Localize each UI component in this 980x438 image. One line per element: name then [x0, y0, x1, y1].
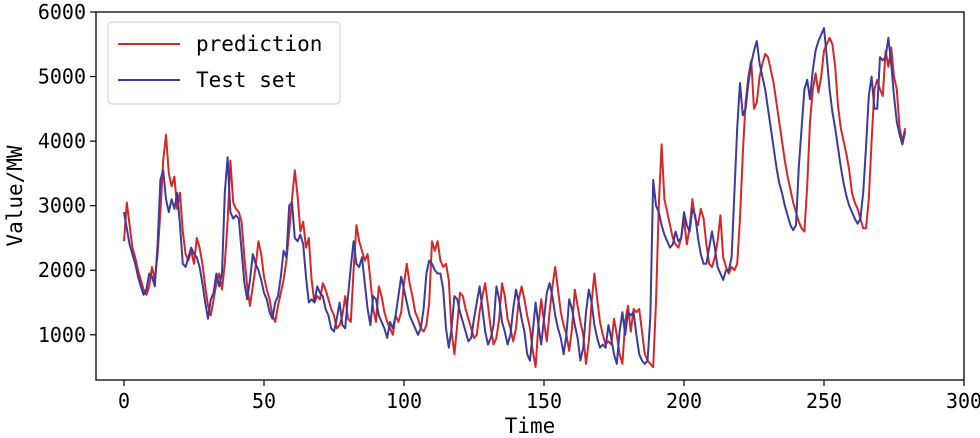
y-tick-label: 2000 — [38, 258, 86, 282]
x-tick-label: 0 — [118, 389, 130, 413]
y-axis-ticks: 1000 2000 3000 4000 5000 6000 — [38, 0, 96, 347]
x-tick-label: 100 — [386, 389, 422, 413]
x-tick-label: 50 — [252, 389, 276, 413]
y-tick-label: 4000 — [38, 129, 86, 153]
legend-test-set-label: Test set — [196, 68, 297, 92]
y-axis-label: Value/MW — [3, 145, 27, 247]
y-tick-label: 3000 — [38, 194, 86, 218]
x-axis-ticks: 0 50 100 150 200 250 300 — [118, 380, 980, 413]
series-layer — [123, 27, 907, 369]
legend-prediction-label: prediction — [196, 32, 322, 56]
x-tick-label: 200 — [666, 389, 702, 413]
x-tick-label: 150 — [526, 389, 562, 413]
y-tick-label: 5000 — [38, 65, 86, 89]
series-line-test-set — [123, 27, 907, 365]
x-tick-label: 300 — [946, 389, 980, 413]
series-line-prediction — [123, 36, 907, 369]
legend-box — [107, 21, 341, 105]
legend: prediction Test set — [107, 21, 341, 105]
y-tick-label: 1000 — [38, 323, 86, 347]
x-tick-label: 250 — [806, 389, 842, 413]
y-tick-label: 6000 — [38, 0, 86, 24]
plot-frame — [95, 11, 965, 381]
x-axis-label: Time — [505, 414, 556, 438]
